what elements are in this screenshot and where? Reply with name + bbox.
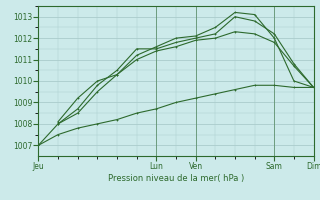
X-axis label: Pression niveau de la mer( hPa ): Pression niveau de la mer( hPa ) <box>108 174 244 183</box>
